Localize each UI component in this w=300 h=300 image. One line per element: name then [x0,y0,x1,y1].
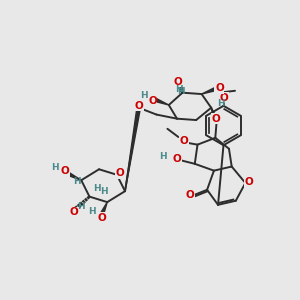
Text: O: O [219,93,228,103]
Text: O: O [70,207,79,217]
Text: H: H [88,207,96,216]
Text: O: O [148,96,157,106]
Text: O: O [212,114,220,124]
Polygon shape [211,108,218,122]
Text: H: H [160,152,167,161]
Polygon shape [202,87,217,94]
Text: O: O [174,77,183,87]
Polygon shape [154,98,169,105]
Text: O: O [186,190,194,200]
Text: O: O [244,177,253,188]
Text: O: O [60,167,69,176]
Text: O: O [135,100,144,110]
Text: H: H [177,87,184,96]
Polygon shape [125,107,140,191]
Text: H: H [100,188,108,196]
Text: O: O [97,213,106,223]
Text: H: H [217,98,225,107]
Text: H: H [73,177,81,186]
Text: H: H [140,91,147,100]
Text: O: O [215,83,224,93]
Polygon shape [66,172,81,180]
Text: O: O [172,154,181,164]
Text: H: H [94,184,101,193]
Polygon shape [100,202,107,215]
Text: H: H [77,202,85,211]
Text: O: O [179,136,188,146]
Text: H: H [175,85,183,94]
Text: O: O [115,168,124,178]
Text: H: H [52,163,59,172]
